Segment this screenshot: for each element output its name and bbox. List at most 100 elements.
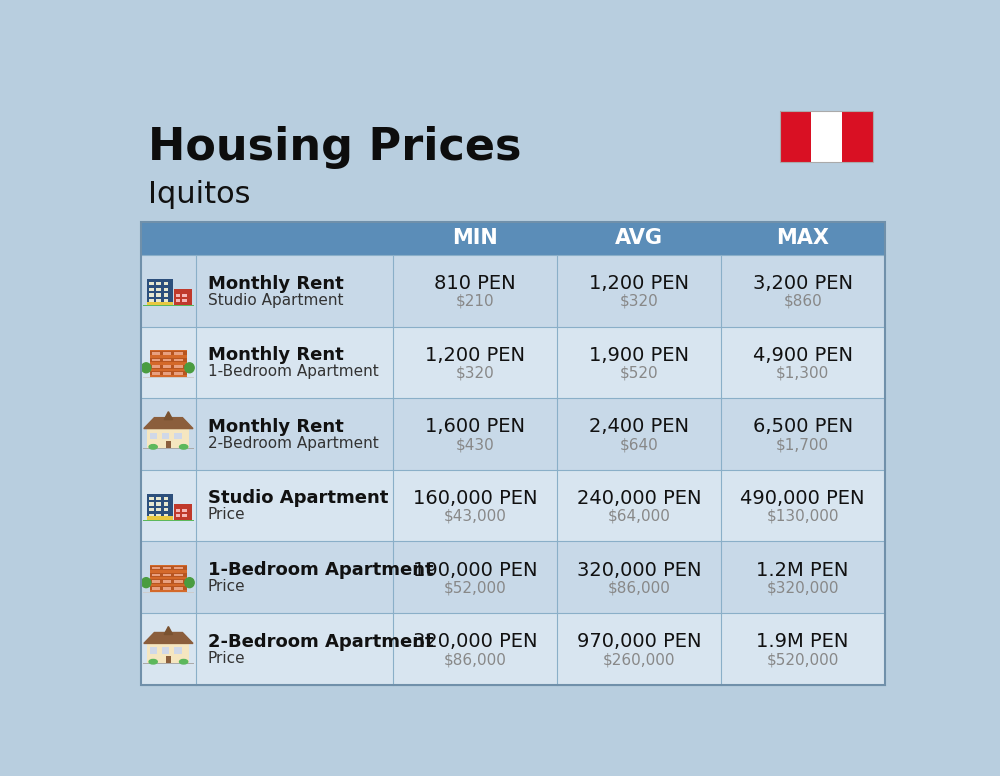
Text: $640: $640 xyxy=(620,437,658,452)
Bar xyxy=(174,587,183,590)
Bar xyxy=(150,647,157,654)
Bar xyxy=(557,222,721,255)
Text: $320: $320 xyxy=(456,365,495,380)
Bar xyxy=(143,519,194,521)
Bar xyxy=(166,656,171,663)
Bar xyxy=(176,514,180,518)
Text: $320,000: $320,000 xyxy=(766,580,839,595)
Text: $860: $860 xyxy=(783,294,822,309)
Text: MAX: MAX xyxy=(776,228,829,248)
Text: 1.2M PEN: 1.2M PEN xyxy=(756,560,849,580)
Bar xyxy=(140,398,885,469)
Bar xyxy=(176,508,180,511)
Bar xyxy=(140,327,885,398)
Text: 1,200 PEN: 1,200 PEN xyxy=(425,345,525,365)
Text: $130,000: $130,000 xyxy=(766,509,839,524)
Bar xyxy=(150,586,187,591)
Bar xyxy=(149,502,154,506)
Bar xyxy=(164,288,168,291)
Ellipse shape xyxy=(141,577,151,587)
Polygon shape xyxy=(164,412,173,420)
Bar xyxy=(176,294,180,297)
Bar xyxy=(147,494,173,519)
Text: MIN: MIN xyxy=(452,228,498,248)
Text: $64,000: $64,000 xyxy=(608,509,670,524)
Bar xyxy=(150,372,187,376)
Bar xyxy=(780,111,811,162)
Ellipse shape xyxy=(141,363,151,372)
Bar xyxy=(174,289,192,305)
Bar xyxy=(156,514,161,517)
Text: Iquitos: Iquitos xyxy=(148,180,251,209)
Bar xyxy=(156,497,161,500)
Bar xyxy=(182,508,187,511)
Text: Monthly Rent: Monthly Rent xyxy=(208,417,344,436)
Text: $210: $210 xyxy=(456,294,495,309)
Bar xyxy=(156,508,161,511)
Ellipse shape xyxy=(180,445,188,449)
Text: Housing Prices: Housing Prices xyxy=(148,126,522,169)
Bar xyxy=(156,502,161,506)
Bar xyxy=(163,580,171,583)
Bar xyxy=(140,222,885,684)
Bar xyxy=(174,365,183,368)
Bar xyxy=(140,255,885,327)
Bar xyxy=(174,580,183,583)
Text: $520,000: $520,000 xyxy=(766,652,839,667)
Bar xyxy=(149,514,154,517)
Text: $1,700: $1,700 xyxy=(776,437,829,452)
Bar xyxy=(393,222,557,255)
Bar xyxy=(163,566,171,570)
Text: 6,500 PEN: 6,500 PEN xyxy=(753,417,853,436)
Polygon shape xyxy=(144,417,193,428)
Bar xyxy=(156,282,161,286)
Bar xyxy=(164,514,168,517)
Bar xyxy=(164,299,168,302)
Ellipse shape xyxy=(180,660,188,664)
Text: $86,000: $86,000 xyxy=(608,580,670,595)
Bar xyxy=(163,365,171,368)
Text: 490,000 PEN: 490,000 PEN xyxy=(740,489,865,508)
Bar xyxy=(149,282,154,286)
Text: 1-Bedroom Apartment: 1-Bedroom Apartment xyxy=(208,364,379,379)
Bar xyxy=(140,469,885,542)
Bar xyxy=(163,587,171,590)
Bar xyxy=(164,282,168,286)
Bar xyxy=(174,432,182,439)
Bar xyxy=(182,300,187,303)
Bar xyxy=(174,504,192,519)
Bar xyxy=(140,613,885,684)
Bar xyxy=(150,566,187,570)
Text: $1,300: $1,300 xyxy=(776,365,829,380)
Bar xyxy=(156,299,161,302)
Bar xyxy=(163,573,171,577)
Bar xyxy=(164,508,168,511)
Bar xyxy=(174,566,183,570)
Bar xyxy=(150,580,187,584)
Bar xyxy=(143,305,194,306)
Text: 2-Bedroom Apartment: 2-Bedroom Apartment xyxy=(208,632,434,651)
Bar xyxy=(152,359,160,362)
Text: $430: $430 xyxy=(456,437,495,452)
Text: 1,200 PEN: 1,200 PEN xyxy=(589,274,689,293)
Bar xyxy=(174,647,182,654)
Polygon shape xyxy=(144,632,193,643)
Text: 2,400 PEN: 2,400 PEN xyxy=(589,417,689,436)
Text: 190,000 PEN: 190,000 PEN xyxy=(413,560,538,580)
Text: 1,600 PEN: 1,600 PEN xyxy=(425,417,525,436)
Bar xyxy=(150,351,187,355)
Bar xyxy=(780,111,873,162)
Bar xyxy=(176,300,180,303)
Bar xyxy=(182,514,187,518)
Bar xyxy=(150,350,187,377)
Bar xyxy=(152,365,160,368)
Bar xyxy=(811,111,842,162)
Bar xyxy=(162,432,169,439)
Ellipse shape xyxy=(185,577,194,587)
Bar xyxy=(140,222,393,255)
Bar xyxy=(152,587,160,590)
Text: Studio Apartment: Studio Apartment xyxy=(208,293,343,307)
Text: Price: Price xyxy=(208,579,246,594)
Bar xyxy=(156,288,161,291)
Bar xyxy=(150,565,187,591)
